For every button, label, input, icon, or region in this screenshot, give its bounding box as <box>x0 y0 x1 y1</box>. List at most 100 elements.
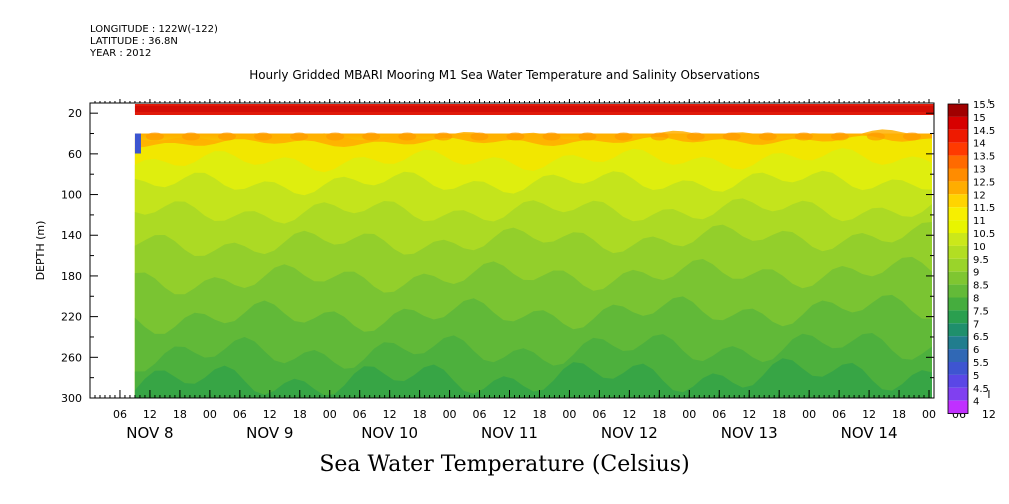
x-day-label: NOV 14 <box>841 424 898 442</box>
colorbar-label: 11.5 <box>973 203 995 214</box>
x-hour-label: 06 <box>832 408 846 421</box>
colorbar-label: 10.5 <box>973 229 995 240</box>
x-hour-label: 00 <box>682 408 696 421</box>
colorbar-swatch <box>948 155 968 169</box>
x-hour-label: 00 <box>203 408 217 421</box>
warm-patch <box>470 132 489 141</box>
warm-patch <box>398 132 417 141</box>
warm-patch <box>434 132 453 141</box>
isotherm-band <box>134 333 932 398</box>
colorbar-label: 8.5 <box>973 281 989 292</box>
y-tick-label: 60 <box>68 148 82 161</box>
latitude-label: LATITUDE : 36.8N <box>90 36 178 47</box>
colorbar-label: 12 <box>973 190 986 201</box>
colorbar-label: 11 <box>973 216 986 227</box>
x-hour-label: 12 <box>862 408 876 421</box>
y-tick-label: 140 <box>61 229 82 242</box>
x-axis-title: Sea Water Temperature (Celsius) <box>319 452 690 477</box>
x-day-label: NOV 13 <box>721 424 778 442</box>
cold-spike <box>134 133 141 154</box>
colorbar-swatch <box>948 323 968 337</box>
x-hour-label: 18 <box>532 408 546 421</box>
warm-patch <box>614 132 633 141</box>
warm-patch <box>650 132 669 141</box>
x-hour-label: 00 <box>443 408 457 421</box>
colorbar-label: 5 <box>973 371 979 382</box>
x-hour-label: 12 <box>742 408 756 421</box>
isotherm-band <box>134 358 932 398</box>
colorbar-swatch <box>948 116 968 130</box>
colorbar-label: 14 <box>973 139 986 150</box>
colorbar-label: 9.5 <box>973 255 989 266</box>
colorbar-swatch <box>948 245 968 259</box>
x-hour-label: 12 <box>263 408 277 421</box>
x-hour-label: 12 <box>383 408 397 421</box>
warm-patch <box>866 132 885 141</box>
colorbar-swatch <box>948 374 968 388</box>
x-day-label: NOV 12 <box>601 424 658 442</box>
colorbar-label: 6 <box>973 345 979 356</box>
y-tick-label: 100 <box>61 189 82 202</box>
x-hour-label: 18 <box>173 408 187 421</box>
colorbar-frame <box>947 103 969 415</box>
warm-patch <box>686 132 705 141</box>
x-hour-label: 06 <box>712 408 726 421</box>
x-hour-label: 06 <box>473 408 487 421</box>
colorbar-swatch <box>948 194 968 208</box>
x-day-label: NOV 9 <box>246 424 293 442</box>
x-day-label: NOV 11 <box>481 424 538 442</box>
colorbar-label: 6.5 <box>973 332 989 343</box>
x-hour-label: 06 <box>233 408 247 421</box>
y-tick-label: 300 <box>61 392 82 405</box>
colorbar-label: 7.5 <box>973 306 989 317</box>
colorbar-label: 7 <box>973 319 979 330</box>
colorbar-label: 13 <box>973 165 986 176</box>
chart-title: Hourly Gridded MBARI Mooring M1 Sea Wate… <box>249 68 760 82</box>
y-tick-label: 260 <box>61 351 82 364</box>
x-hour-label: 18 <box>652 408 666 421</box>
colorbar-swatch <box>948 168 968 182</box>
warm-patch <box>542 132 561 141</box>
year-label: YEAR : 2012 <box>90 48 152 59</box>
colorbar-swatch <box>948 349 968 362</box>
warm-patch <box>145 132 164 141</box>
colorbar-swatch <box>948 129 968 143</box>
surface-temperature-core <box>134 106 934 112</box>
warm-patch <box>290 132 309 141</box>
warm-patch <box>830 132 849 141</box>
warm-patch <box>326 132 345 141</box>
colorbar-swatch <box>948 400 968 414</box>
colorbar-swatch <box>948 387 968 401</box>
colorbar-label: 12.5 <box>973 177 995 188</box>
warm-patch <box>722 132 741 141</box>
warm-patch <box>578 132 597 141</box>
location-info: LONGITUDE : 122W(-122) LATITUDE : 36.8N … <box>90 24 218 60</box>
x-hour-label: 00 <box>562 408 576 421</box>
y-tick-label: 20 <box>68 107 82 120</box>
x-hour-label: 18 <box>892 408 906 421</box>
y-tick-label: 220 <box>61 311 82 324</box>
x-hour-label: 00 <box>323 408 337 421</box>
colorbar-swatch <box>948 233 968 246</box>
colorbar-label: 10 <box>973 242 986 253</box>
x-hour-label: 12 <box>143 408 157 421</box>
colorbar-swatch <box>948 142 968 156</box>
colorbar-label: 4 <box>973 397 979 408</box>
colorbar-label: 8 <box>973 294 979 305</box>
colorbar-label: 14.5 <box>973 126 995 137</box>
x-hour-label: 12 <box>503 408 517 421</box>
colorbar-swatch <box>948 258 968 272</box>
x-hour-label: 18 <box>772 408 786 421</box>
y-axis-title: DEPTH (m) <box>34 221 47 281</box>
x-hour-label: 00 <box>802 408 816 421</box>
x-hour-label: 06 <box>113 408 127 421</box>
y-tick-label: 180 <box>61 270 82 283</box>
colorbar-swatch <box>948 220 968 233</box>
plot-frame <box>89 102 935 399</box>
warm-patch <box>758 132 777 141</box>
warm-patch <box>362 132 381 141</box>
colorbar-swatch <box>948 207 968 221</box>
x-hour-label: 18 <box>413 408 427 421</box>
warm-patch <box>903 132 921 141</box>
